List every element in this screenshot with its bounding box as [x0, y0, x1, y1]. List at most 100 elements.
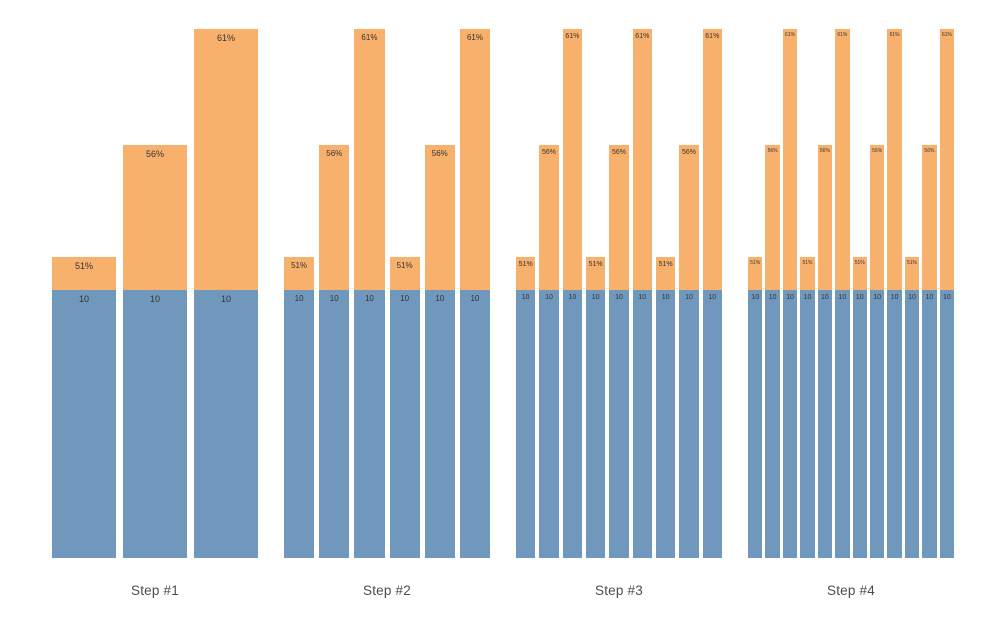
bar-group-step-1: 51% 10 56% 10 61% 10 Step #1	[52, 29, 258, 598]
bar-top-label: 61%	[565, 33, 580, 40]
bar-base-segment: 10	[922, 290, 937, 558]
bar-base-segment: 10	[389, 290, 420, 558]
bar-top-label: 51%	[396, 261, 413, 270]
step-label: Step #4	[827, 583, 875, 598]
stacked-bar: 61% 10	[632, 29, 652, 558]
bar-base-segment: 10	[887, 290, 902, 558]
bar-top-segment: 61%	[939, 29, 955, 290]
bar-base-segment: 10	[817, 290, 833, 558]
bar-top-segment: 61%	[835, 29, 850, 290]
bar-top-label: 61%	[466, 33, 483, 42]
bar-base-label: 10	[873, 294, 882, 301]
stacked-bar: 56% 10	[817, 145, 833, 558]
bar-top-segment: 51%	[655, 257, 676, 290]
bar-top-label: 56%	[924, 148, 935, 154]
bar-top-segment: 51%	[516, 257, 536, 290]
bar-top-label: 51%	[750, 260, 761, 266]
bar-top-label: 61%	[785, 32, 796, 38]
bar-base-label: 10	[803, 294, 812, 301]
bar-top-label: 56%	[431, 149, 448, 158]
stacked-bar: 56% 10	[424, 145, 455, 558]
bar-top-segment: 51%	[585, 257, 606, 290]
bar-base-label: 10	[855, 294, 864, 301]
bar-base-label: 10	[470, 294, 480, 303]
stacked-bar: 61% 10	[835, 29, 850, 558]
bar-top-label: 61%	[216, 33, 235, 43]
bar-base-label: 10	[364, 294, 374, 303]
stacked-bar: 61% 10	[782, 29, 798, 558]
stacked-bar: 51% 10	[389, 257, 420, 558]
bar-base-label: 10	[220, 294, 231, 304]
stacked-bar: 61% 10	[459, 29, 491, 558]
bar-top-label: 61%	[361, 33, 378, 42]
bar-base-label: 10	[786, 294, 794, 301]
bar-top-segment: 61%	[887, 29, 902, 290]
stacked-bar: 61% 10	[939, 29, 955, 558]
bar-base-segment: 10	[765, 290, 780, 558]
bar-base-segment: 10	[655, 290, 676, 558]
bar-base-segment: 10	[585, 290, 606, 558]
bar-top-segment: 51%	[852, 257, 867, 290]
bar-base-label: 10	[821, 294, 829, 301]
bar-top-label: 61%	[889, 32, 900, 38]
stacked-bar: 61% 10	[887, 29, 902, 558]
stacked-bar: 51% 10	[852, 257, 867, 558]
bar-base-label: 10	[435, 294, 445, 303]
bar-top-label: 56%	[326, 149, 343, 158]
stacked-bar: 61% 10	[194, 29, 258, 558]
bar-top-segment: 56%	[424, 145, 455, 290]
bar-base-segment: 10	[354, 290, 385, 558]
bar-top-segment: 56%	[817, 145, 833, 290]
bar-base-label: 10	[838, 294, 847, 301]
stacked-bar: 51% 10	[284, 257, 315, 558]
bar-base-label: 10	[890, 294, 899, 301]
bar-base-segment: 10	[52, 290, 116, 558]
bar-base-segment: 10	[800, 290, 815, 558]
bar-base-label: 10	[615, 294, 623, 301]
bar-top-segment: 56%	[765, 145, 780, 290]
bar-top-label: 61%	[941, 32, 952, 38]
bar-base-segment: 10	[939, 290, 955, 558]
bar-base-segment: 10	[852, 290, 867, 558]
bar-top-segment: 51%	[800, 257, 815, 290]
stacked-bar: 51% 10	[800, 257, 815, 558]
bar-base-label: 10	[768, 294, 777, 301]
bar-top-segment: 56%	[319, 145, 350, 290]
bar-base-label: 10	[149, 294, 160, 304]
stacked-bar: 56% 10	[539, 145, 559, 558]
stacked-bar: 61% 10	[702, 29, 722, 558]
bar-base-label: 10	[294, 294, 304, 303]
bar-top-label: 51%	[802, 260, 813, 266]
stacked-bar: 56% 10	[922, 145, 937, 558]
bars-row: 51% 10 56% 10 61% 10	[52, 29, 258, 558]
bar-base-segment: 10	[679, 290, 699, 558]
stacked-bar: 51% 10	[52, 257, 116, 558]
bar-top-label: 51%	[907, 260, 918, 266]
bars-row: 51% 10 56% 10 61% 10 51% 10 56% 10 61% 10 51% 10 56% 10…	[748, 29, 955, 558]
bar-base-segment: 10	[632, 290, 652, 558]
bar-top-label: 51%	[518, 261, 533, 268]
bar-chart: 51% 10 56% 10 61% 10 Step #1 51% 10 56% 10 61% 10 51%…	[52, 29, 955, 600]
bar-base-segment: 10	[424, 290, 455, 558]
bar-top-segment: 51%	[389, 257, 420, 290]
bar-base-label: 10	[329, 294, 339, 303]
bar-top-segment: 61%	[562, 29, 582, 290]
bar-base-label: 10	[942, 294, 951, 301]
stacked-bar: 51% 10	[655, 257, 676, 558]
stacked-bar: 56% 10	[679, 145, 699, 558]
stacked-bar: 51% 10	[904, 257, 920, 558]
bar-base-segment: 10	[123, 290, 187, 558]
bar-top-segment: 61%	[782, 29, 798, 290]
bar-top-segment: 56%	[539, 145, 559, 290]
bar-top-label: 56%	[145, 149, 164, 159]
step-label: Step #3	[595, 583, 643, 598]
bar-top-label: 56%	[681, 149, 696, 156]
bar-top-segment: 61%	[354, 29, 385, 290]
stacked-bar: 56% 10	[765, 145, 780, 558]
bar-base-segment: 10	[516, 290, 536, 558]
bar-top-segment: 51%	[904, 257, 920, 290]
bars-row: 51% 10 56% 10 61% 10 51% 10 56% 10 61% 10	[284, 29, 491, 558]
bar-top-label: 61%	[837, 32, 848, 38]
bar-base-segment: 10	[782, 290, 798, 558]
bar-top-segment: 56%	[679, 145, 699, 290]
